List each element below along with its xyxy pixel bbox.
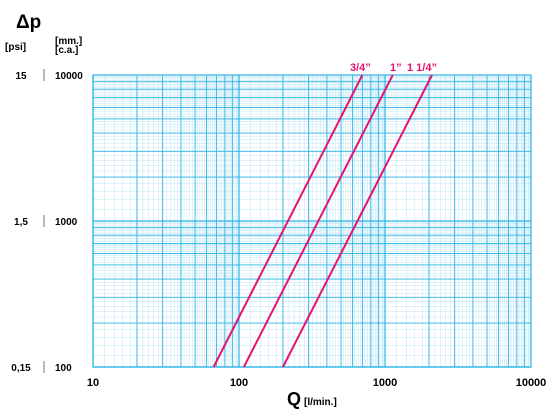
y-tick-mm-2: 1000: [55, 217, 78, 228]
x-tick-2: 100: [230, 377, 248, 389]
y-unit-mm-label: [mm.]: [55, 36, 82, 47]
y-tick-psi-1: 15: [15, 71, 27, 82]
y-unit-ca-label: [c.a.]: [55, 45, 78, 56]
x-tick-1: 10: [87, 377, 99, 389]
y-tick-mm-1: 10000: [55, 71, 83, 82]
x-axis-label: Q: [287, 389, 301, 409]
y-axis-label: Δp: [16, 12, 41, 33]
series-line-2: [242, 74, 394, 368]
x-unit-label: [l/min.]: [304, 397, 337, 408]
y-tick-labels: 15 10000 1,5 1000 0,15 100: [11, 71, 83, 374]
y-unit-psi-label: [psi]: [5, 42, 26, 53]
series-line-1: [212, 74, 364, 368]
chart-curves: [212, 74, 433, 368]
y-tick-psi-3: 0,15: [11, 363, 31, 374]
series-label-3: 1 1/4”: [407, 62, 437, 74]
y-tick-psi-2: 1,5: [14, 217, 28, 228]
chart-grid: [92, 74, 532, 368]
y-tick-mm-3: 100: [55, 363, 72, 374]
plot-border: [92, 74, 532, 368]
x-tick-labels: 10 100 1000 10000: [87, 377, 546, 389]
series-labels: 3/4” 1” 1 1/4”: [350, 62, 437, 74]
series-label-1: 3/4”: [350, 62, 371, 74]
series-label-2: 1”: [390, 62, 402, 74]
x-tick-4: 10000: [516, 377, 547, 389]
x-tick-3: 1000: [373, 377, 397, 389]
series-line-3: [282, 74, 433, 368]
